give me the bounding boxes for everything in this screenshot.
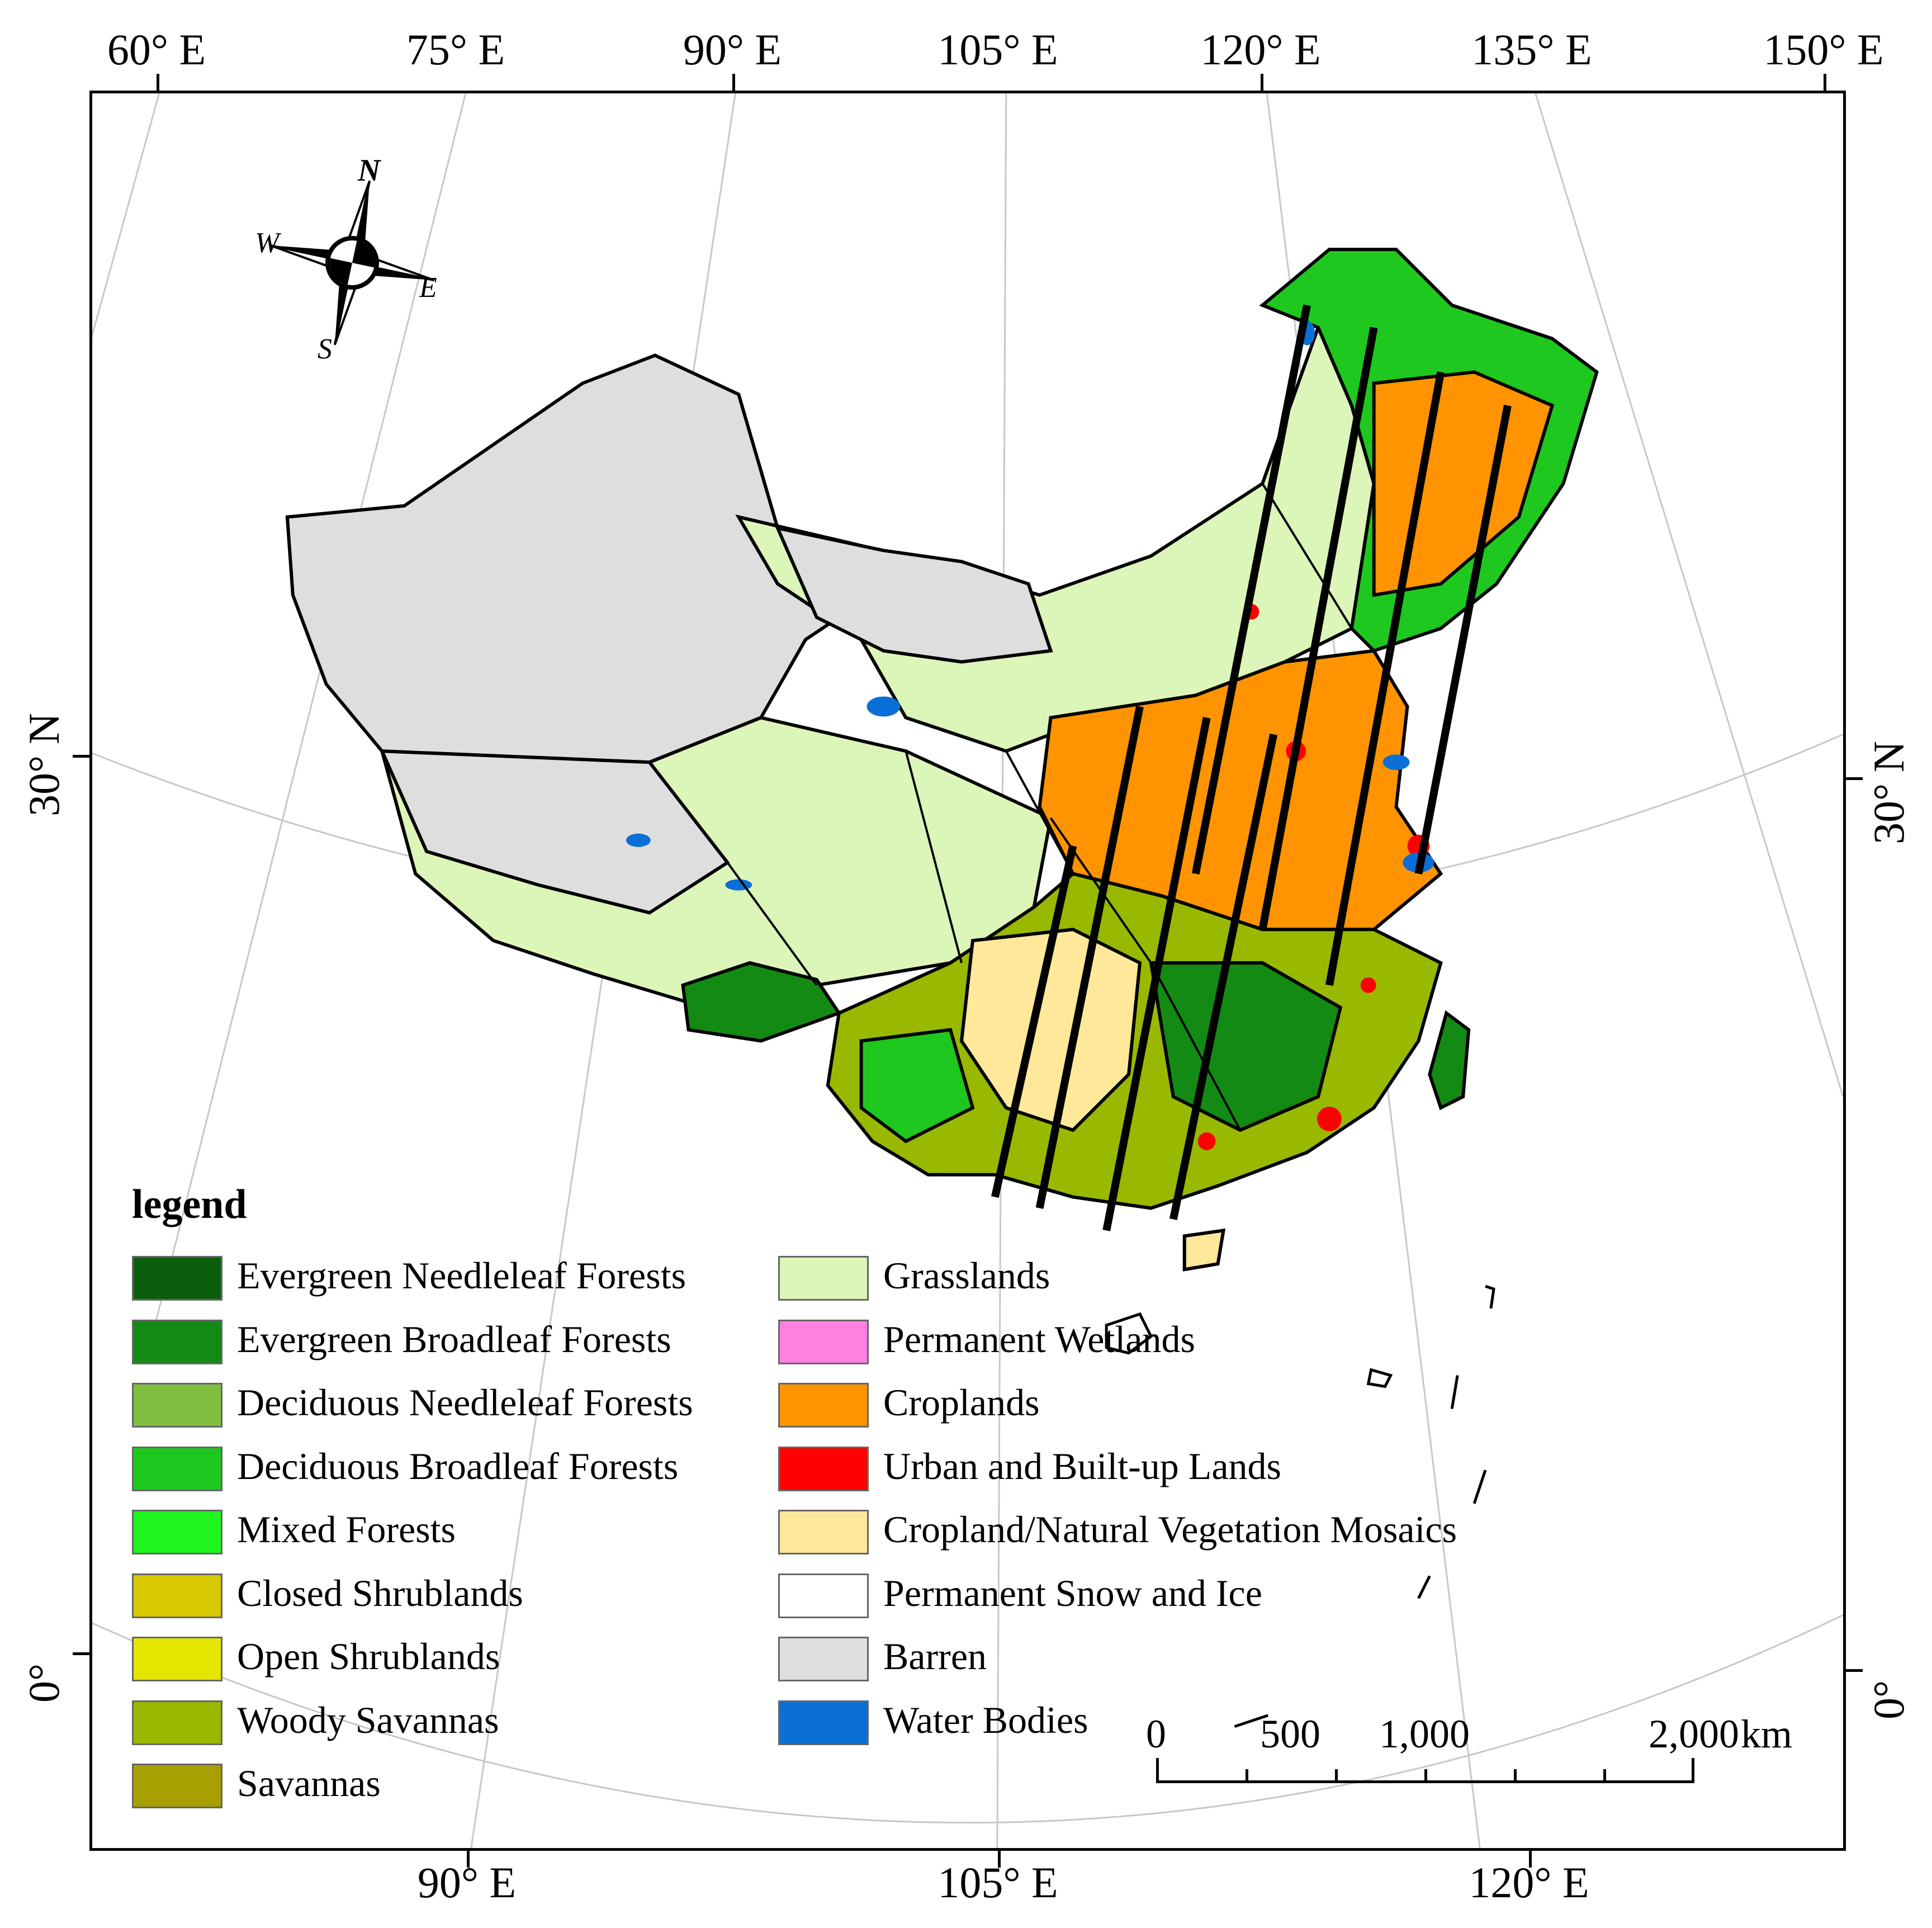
legend-label: Cropland/Natural Vegetation Mosaics: [883, 1508, 1457, 1551]
legend-label: Deciduous Needleleaf Forests: [237, 1381, 693, 1424]
left-lat-label: 0°: [20, 1663, 68, 1703]
legend-label: Permanent Wetlands: [883, 1317, 1195, 1360]
top-lon-label: 105° E: [937, 25, 1058, 74]
compass-n: N: [358, 153, 381, 188]
scale-tick: [1424, 1769, 1427, 1783]
legend-swatch: [132, 1446, 222, 1491]
province-boundaries: [648, 483, 1353, 1131]
top-lon-label: 120° E: [1200, 25, 1321, 74]
legend-label: Urban and Built-up Lands: [883, 1444, 1281, 1487]
frame-tick: [998, 1850, 1001, 1868]
scale-label: 1,000: [1379, 1712, 1470, 1756]
china-regions: [285, 248, 1599, 1210]
legend-label: Evergreen Broadleaf Forests: [237, 1317, 671, 1360]
scale-tick: [1692, 1758, 1694, 1783]
legend-swatch: [778, 1637, 869, 1681]
land-cover-map: [92, 93, 1843, 1848]
legend-swatch: [132, 1764, 222, 1808]
scale-tick: [1603, 1769, 1606, 1783]
scale-label: 0: [1146, 1712, 1166, 1756]
legend-swatch: [132, 1510, 222, 1554]
legend-label: Grasslands: [883, 1254, 1050, 1297]
legend-label: Evergreen Needleleaf Forests: [237, 1254, 686, 1297]
legend-swatch: [132, 1319, 222, 1364]
compass-e: E: [419, 272, 437, 304]
legend-swatch: [778, 1383, 869, 1428]
top-lon-label: 90° E: [683, 25, 782, 74]
compass-s: S: [318, 333, 332, 365]
top-lon-label: 60° E: [107, 25, 206, 74]
frame-tick: [73, 755, 91, 758]
scale-tick: [1335, 1769, 1338, 1783]
right-lat-label: 0°: [1864, 1680, 1913, 1719]
frame-tick: [1261, 74, 1263, 92]
legend-swatch: [132, 1383, 222, 1428]
legend-label: Barren: [883, 1635, 987, 1677]
legend-label: Water Bodies: [883, 1698, 1088, 1741]
scale-tick: [1156, 1758, 1159, 1783]
frame-tick: [157, 74, 159, 92]
frame-tick: [73, 1652, 91, 1655]
top-lon-label: 135° E: [1471, 25, 1592, 74]
top-lon-label: 75° E: [406, 25, 505, 74]
legend-label: Closed Shrublands: [237, 1571, 523, 1614]
scale-tick: [1514, 1769, 1517, 1783]
scale-bar: 0 500 1,000 2,000 km: [1118, 1711, 1845, 1795]
legend-swatch: [132, 1573, 222, 1618]
islands: [1105, 1010, 1495, 1728]
legend-label: Mixed Forests: [237, 1508, 456, 1551]
legend-swatch: [132, 1700, 222, 1745]
legend-label: Croplands: [883, 1381, 1040, 1424]
sampling-tracks: [991, 304, 1512, 1231]
legend-swatch: [132, 1637, 222, 1681]
frame-tick: [1529, 1850, 1532, 1868]
scale-unit: km: [1740, 1712, 1793, 1756]
frame-tick: [1845, 1669, 1863, 1672]
legend-swatch: [778, 1446, 869, 1491]
legend-label: Savannas: [237, 1762, 381, 1804]
legend-title: legend: [132, 1182, 247, 1227]
legend-swatch: [778, 1319, 869, 1364]
bottom-lon-label: 120° E: [1469, 1858, 1589, 1907]
legend-label: Deciduous Broadleaf Forests: [237, 1444, 679, 1487]
scale-label: 2,000: [1649, 1712, 1739, 1756]
legend-label: Open Shrublands: [237, 1635, 500, 1677]
right-lat-label: 30° N: [1864, 740, 1913, 844]
compass-rose: N E S W: [255, 153, 442, 366]
frame-tick: [467, 1850, 470, 1868]
legend-swatch: [778, 1573, 869, 1618]
top-lon-label: 150° E: [1763, 25, 1884, 74]
compass-w: W: [255, 227, 280, 259]
legend-swatch: [778, 1510, 869, 1554]
left-lat-label: 30° N: [20, 712, 68, 816]
legend-swatch: [778, 1700, 869, 1745]
map-frame: [89, 91, 1846, 1851]
legend-label: Permanent Snow and Ice: [883, 1571, 1262, 1614]
legend-swatch: [778, 1256, 869, 1301]
bottom-lon-label: 90° E: [417, 1858, 517, 1907]
legend-swatch: [132, 1256, 222, 1301]
frame-tick: [1845, 777, 1863, 780]
legend: legend Evergreen Needleleaf Forests Everg…: [130, 1175, 1550, 1818]
frame-tick: [732, 74, 735, 92]
scale-tick: [1246, 1769, 1248, 1783]
frame-tick: [1824, 74, 1826, 92]
north-arrow-icon: [269, 180, 435, 346]
legend-label: Woody Savannas: [237, 1698, 499, 1741]
scale-label: 500: [1260, 1712, 1320, 1756]
bottom-lon-label: 105° E: [937, 1858, 1058, 1907]
